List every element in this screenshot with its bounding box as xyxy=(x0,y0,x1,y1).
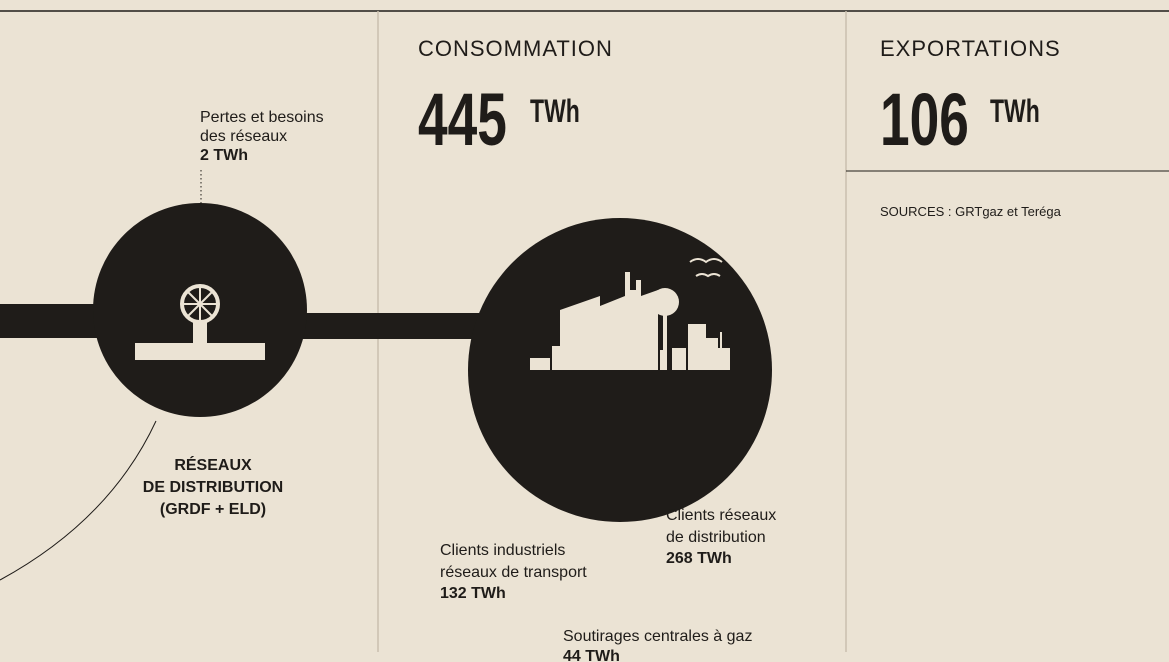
breakdown-value: 44 TWh xyxy=(563,648,620,662)
source: SOURCES : GRTgaz et Teréga xyxy=(880,204,1062,219)
node-label: (GRDF + ELD) xyxy=(160,501,266,518)
unit: TWh xyxy=(990,93,1040,129)
section-title: EXPORTATIONS xyxy=(880,36,1061,61)
breakdown-value: 132 TWh xyxy=(440,585,506,602)
losses-label: Pertes et besoins xyxy=(200,109,324,126)
section-title: CONSOMMATION xyxy=(418,36,613,61)
breakdown-label: de distribution xyxy=(666,529,766,546)
unit: TWh xyxy=(530,93,580,129)
breakdown-label: Clients industriels xyxy=(440,542,565,559)
pipe xyxy=(290,313,480,339)
node-label: RÉSEAUX xyxy=(174,455,252,474)
valve-icon xyxy=(135,284,265,360)
breakdown-label: Soutirages centrales à gaz xyxy=(563,628,752,645)
big-value: 445 xyxy=(418,78,507,161)
city-icon xyxy=(530,258,730,370)
breakdown-label: réseaux de transport xyxy=(440,564,587,581)
big-value: 106 xyxy=(880,78,969,161)
breakdown-value: 268 TWh xyxy=(666,550,732,567)
losses-value: 2 TWh xyxy=(200,147,248,164)
pipe xyxy=(0,304,110,338)
breakdown-label: Clients réseaux xyxy=(666,507,776,524)
node-label: DE DISTRIBUTION xyxy=(143,479,283,496)
flow-curve xyxy=(0,420,157,581)
losses-label: des réseaux xyxy=(200,128,287,145)
